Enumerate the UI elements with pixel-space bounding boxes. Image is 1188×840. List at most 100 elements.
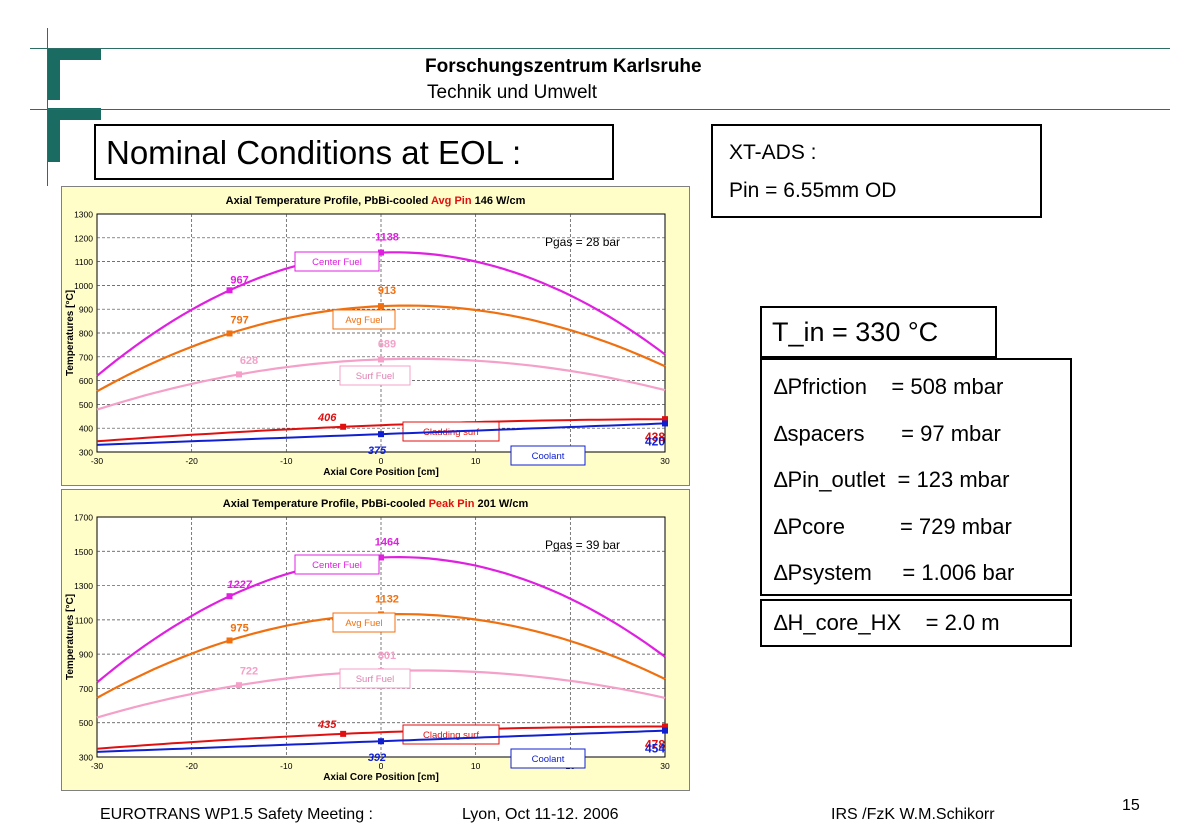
pressure-drop-item: ∆spacers = 97 mbar bbox=[774, 420, 1001, 446]
xt-ads-box: XT-ADS : Pin = 6.55mm OD bbox=[711, 124, 1042, 218]
data-label: 375 bbox=[368, 445, 387, 457]
chart-title-suffix: 146 W/cm bbox=[472, 195, 526, 207]
data-label: 722 bbox=[240, 666, 258, 678]
avg-pin-chart: Axial Temperature Profile, PbBi-cooled A… bbox=[61, 186, 690, 486]
legend-label: Cladding surf bbox=[423, 730, 479, 741]
data-point bbox=[340, 423, 347, 430]
data-point bbox=[378, 738, 384, 745]
data-point bbox=[340, 730, 347, 737]
legend-label: Avg Fuel bbox=[345, 315, 382, 326]
x-tick-label: -30 bbox=[91, 456, 104, 466]
data-label: 435 bbox=[317, 719, 337, 731]
legend-box bbox=[510, 748, 586, 769]
legend-box bbox=[339, 365, 411, 386]
data-point bbox=[378, 554, 384, 561]
y-tick-label: 1000 bbox=[74, 281, 93, 291]
height-core-hx: ∆H_core_HX = 2.0 m bbox=[760, 599, 1072, 647]
pressure-drop-box: ∆Pfriction = 508 mbar ∆spacers = 97 mbar… bbox=[760, 358, 1072, 596]
y-tick-label: 700 bbox=[79, 684, 93, 694]
data-point bbox=[378, 431, 384, 438]
legend-box bbox=[294, 251, 380, 272]
legend-box bbox=[339, 668, 411, 689]
x-tick-label: 0 bbox=[379, 456, 384, 466]
chart-title-highlight: Avg Pin bbox=[431, 195, 472, 207]
data-label: 913 bbox=[378, 285, 396, 297]
footer-author: IRS /FzK W.M.Schikorr bbox=[831, 806, 995, 823]
logo-bar-left-top bbox=[48, 48, 60, 100]
chart-title-suffix: 201 W/cm bbox=[474, 498, 528, 510]
data-label: 1464 bbox=[375, 536, 400, 548]
chart-title-highlight: Peak Pin bbox=[429, 498, 475, 510]
legend-box bbox=[332, 612, 396, 633]
page-number: 15 bbox=[1122, 797, 1140, 814]
data-label: 1132 bbox=[375, 593, 399, 605]
y-tick-label: 500 bbox=[79, 718, 93, 728]
pgas-label: Pgas = 39 bar bbox=[545, 538, 620, 552]
y-tick-label: 800 bbox=[79, 329, 93, 339]
x-tick-label: 0 bbox=[379, 761, 384, 771]
legend-label: Coolant bbox=[532, 451, 565, 462]
data-label: 420 bbox=[645, 434, 665, 448]
legend-label: Surf Fuel bbox=[356, 674, 395, 685]
data-label: 797 bbox=[230, 315, 248, 327]
chart-title: Axial Temperature Profile, PbBi-cooled A… bbox=[226, 195, 526, 207]
org-subtitle: Technik und Umwelt bbox=[427, 82, 598, 103]
y-tick-label: 900 bbox=[79, 305, 93, 315]
y-tick-label: 400 bbox=[79, 424, 93, 434]
legend-label: Center Fuel bbox=[312, 560, 362, 571]
data-label: 801 bbox=[378, 650, 396, 662]
data-point bbox=[378, 356, 384, 363]
chart-title-prefix: Axial Temperature Profile, PbBi-cooled bbox=[226, 195, 431, 207]
series-line-cladding-surf bbox=[96, 725, 665, 750]
data-point bbox=[662, 420, 668, 427]
legend-box bbox=[510, 445, 586, 466]
header-rule-bottom bbox=[30, 109, 1170, 110]
header-rule-top bbox=[30, 48, 1170, 49]
data-point bbox=[378, 303, 384, 310]
data-point bbox=[226, 287, 233, 294]
data-label: 392 bbox=[368, 752, 386, 764]
data-point bbox=[662, 723, 668, 730]
legend-label: Center Fuel bbox=[312, 257, 362, 268]
legend-label: Surf Fuel bbox=[356, 371, 395, 382]
x-tick-label: 10 bbox=[471, 761, 481, 771]
x-axis-label: Axial Core Position [cm] bbox=[323, 467, 439, 478]
data-point bbox=[378, 249, 384, 256]
x-tick-label: -10 bbox=[280, 761, 293, 771]
y-tick-label: 1100 bbox=[75, 257, 94, 267]
y-tick-label: 300 bbox=[79, 448, 93, 458]
y-axis-label: Temperatures [°C] bbox=[65, 594, 76, 680]
y-tick-label: 1500 bbox=[74, 547, 93, 557]
xt-ads-label: XT-ADS : bbox=[729, 141, 817, 164]
data-point bbox=[662, 416, 668, 423]
x-tick-label: -30 bbox=[91, 761, 104, 771]
x-tick-label: 30 bbox=[660, 456, 670, 466]
logo-bar-left-bottom bbox=[48, 108, 60, 162]
y-tick-label: 1100 bbox=[75, 615, 94, 625]
data-label: 628 bbox=[240, 355, 258, 367]
pressure-drop-item: ∆Psystem = 1.006 bar bbox=[774, 560, 1015, 585]
inlet-temperature: T_in = 330 °C bbox=[760, 306, 997, 358]
data-point bbox=[226, 330, 233, 337]
data-label: 438 bbox=[645, 430, 665, 444]
data-label: 478 bbox=[645, 737, 665, 751]
chart-title: Axial Temperature Profile, PbBi-cooled P… bbox=[223, 498, 529, 510]
y-tick-label: 500 bbox=[79, 400, 93, 410]
legend-box bbox=[294, 554, 380, 575]
data-point bbox=[236, 371, 242, 378]
logo-bar-top bbox=[48, 48, 101, 60]
x-tick-label: 30 bbox=[660, 761, 670, 771]
y-tick-label: 1200 bbox=[74, 233, 93, 243]
legend-label: Coolant bbox=[532, 754, 565, 765]
pressure-drop-item: ∆Pin_outlet = 123 mbar bbox=[774, 467, 1010, 492]
series-line-cladding-surf bbox=[96, 418, 665, 443]
data-label: 967 bbox=[230, 274, 248, 286]
logo-bar-mid bbox=[48, 108, 101, 120]
chart-title-prefix: Axial Temperature Profile, PbBi-cooled bbox=[223, 498, 429, 510]
x-tick-label: 10 bbox=[471, 456, 481, 466]
y-tick-label: 1300 bbox=[74, 210, 93, 220]
data-label: 975 bbox=[230, 622, 248, 634]
legend-box bbox=[332, 309, 396, 330]
footer-meeting: EUROTRANS WP1.5 Safety Meeting : bbox=[100, 806, 373, 823]
data-label: 1227 bbox=[227, 579, 252, 591]
